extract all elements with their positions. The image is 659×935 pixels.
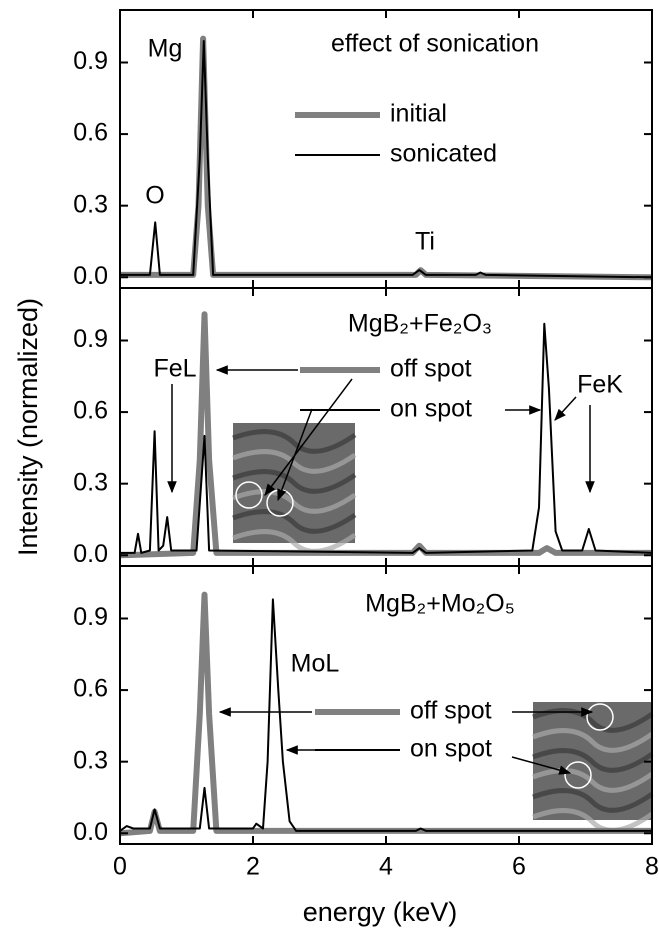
annotation: O [145,182,164,210]
y-tick-label: 0.3 [73,468,108,496]
y-tick-label: 0.0 [73,262,108,290]
annotation: MgB₂+Mo₂O₅ [365,590,515,618]
chart: Intensity (normalized) initial sonicated 0.… [0,0,659,930]
y-tick-label: 0.6 [73,119,108,147]
annotation: MgB₂+Fe₂O₃ [348,310,492,338]
y-tick-label: 0.3 [73,746,108,774]
annotation: FeL [153,355,196,383]
legend-label: initial [390,100,447,128]
arrow [555,397,576,420]
x-tick-label: 2 [246,853,260,881]
y-tick-label: 0.9 [73,603,108,631]
y-tick-label: 0.6 [73,397,108,425]
spectrum-line [120,314,652,555]
y-tick-label: 0.3 [73,190,108,218]
annotation: Ti [415,228,435,256]
x-axis-label: energy (keV) [303,897,458,927]
x-tick-label: 4 [379,853,393,881]
y-tick-label: 0.0 [73,818,108,846]
y-axis-label: Intensity (normalized) [13,298,43,556]
legend-label: on spot [390,395,472,423]
annotation: Mg [148,35,183,63]
legend-label: off spot [390,355,472,383]
legend-label: sonicated [390,140,497,168]
legend-label: on spot [410,735,492,763]
x-tick-label: 8 [645,853,659,881]
y-tick-label: 0.9 [73,325,108,353]
x-tick-label: 6 [512,853,526,881]
annotation: effect of sonication [331,30,539,58]
annotation: MoL [291,650,340,678]
y-tick-label: 0.0 [73,540,108,568]
y-tick-label: 0.6 [73,675,108,703]
y-tick-label: 0.9 [73,47,108,75]
annotation: FeK [577,371,623,399]
x-tick-label: 0 [113,853,127,881]
legend-label: off spot [410,697,492,725]
